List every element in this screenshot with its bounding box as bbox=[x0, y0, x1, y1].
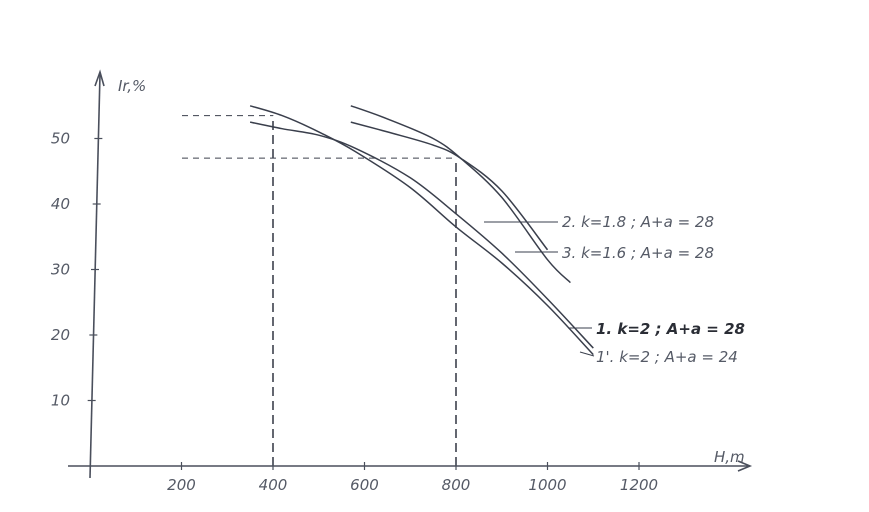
series-label-4: 3. k=1.6 ; A+a = 28 bbox=[562, 244, 714, 262]
series-line-2 bbox=[249, 105, 594, 356]
y-tick-label: 20 bbox=[51, 326, 70, 344]
x-tick-label: 400 bbox=[259, 476, 288, 494]
series-label-3: 2. k=1.8 ; A+a = 28 bbox=[562, 213, 714, 231]
series-lines bbox=[249, 105, 594, 356]
x-tick-label: 1000 bbox=[528, 476, 566, 494]
series-label-leader-2 bbox=[579, 351, 595, 357]
x-axis-arrow bbox=[737, 460, 753, 472]
y-tick-label: 40 bbox=[51, 195, 70, 213]
series-line-4 bbox=[350, 121, 549, 251]
y-axis-label: Ir,% bbox=[118, 77, 146, 95]
x-tick-label: 800 bbox=[442, 476, 471, 494]
y-axis bbox=[89, 73, 101, 479]
x-tick-label: 1200 bbox=[620, 476, 658, 494]
reference-lines bbox=[182, 115, 457, 466]
y-axis-arrow bbox=[94, 69, 105, 87]
series-label-1: 1. k=2 ; A+a = 28 bbox=[596, 320, 745, 338]
series-labels: 1. k=2 ; A+a = 28 1'. k=2 ; A+a = 24 2. k=… bbox=[484, 213, 745, 366]
x-axis-label: H,m bbox=[714, 448, 745, 466]
series-line-1 bbox=[249, 121, 594, 349]
x-tick-label: 600 bbox=[350, 476, 379, 494]
series-label-2: 1'. k=2 ; A+a = 24 bbox=[596, 348, 738, 366]
y-tick-label: 30 bbox=[51, 261, 70, 279]
y-tick-label: 50 bbox=[51, 130, 70, 148]
y-tick-label: 10 bbox=[51, 392, 70, 410]
x-tick-label: 200 bbox=[167, 476, 196, 494]
ticks: 200 400 600 800 1000 1200 10 20 30 40 50 bbox=[51, 130, 658, 495]
